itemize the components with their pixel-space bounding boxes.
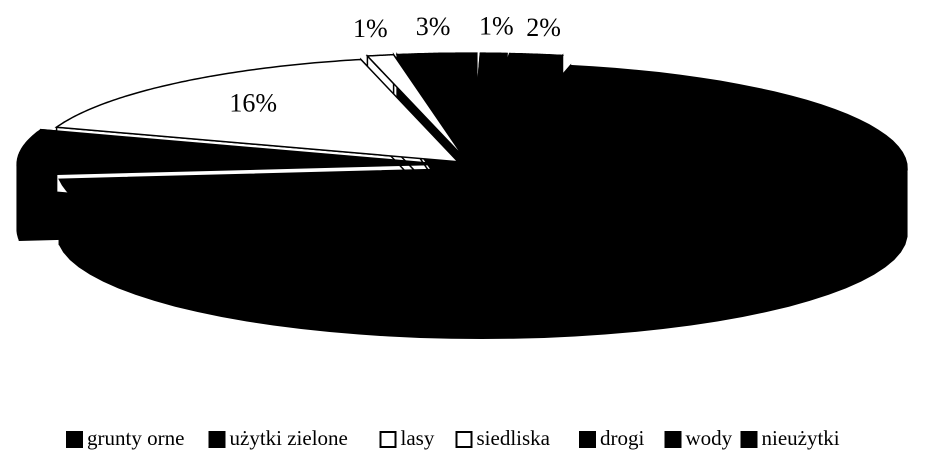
- legend-label: wody: [686, 426, 733, 450]
- pie-slice: [470, 52, 509, 159]
- pie-slice: [58, 64, 908, 275]
- legend-label: drogi: [600, 426, 644, 450]
- legend-swatch: [455, 431, 473, 448]
- legend-swatch: [66, 431, 83, 448]
- data-label: 2%: [526, 13, 561, 42]
- legend-swatch: [579, 431, 596, 448]
- data-label: 1%: [353, 14, 388, 43]
- legend-label: lasy: [401, 426, 435, 450]
- legend: grunty orne użytki zielone lasy siedliska dr…: [66, 426, 840, 450]
- pie-slice: [54, 58, 460, 163]
- data-label: 3%: [416, 12, 451, 41]
- legend-swatch: [740, 431, 758, 448]
- legend-label: siedliska: [477, 426, 551, 450]
- data-label: 16%: [229, 88, 277, 117]
- pie-slice: [365, 53, 466, 159]
- pie-slice: [395, 52, 478, 161]
- pie-slice: [16, 128, 443, 176]
- legend-label: nieużytki: [762, 426, 840, 450]
- legend-label: grunty orne: [87, 426, 184, 450]
- legend-label: użytki zielone: [230, 426, 348, 450]
- pie-slice: [473, 52, 564, 159]
- data-label: 1%: [479, 12, 514, 41]
- pie-tops: [16, 52, 908, 275]
- legend-swatch: [664, 431, 682, 448]
- legend-swatch: [208, 431, 226, 448]
- legend-swatch: [379, 431, 397, 448]
